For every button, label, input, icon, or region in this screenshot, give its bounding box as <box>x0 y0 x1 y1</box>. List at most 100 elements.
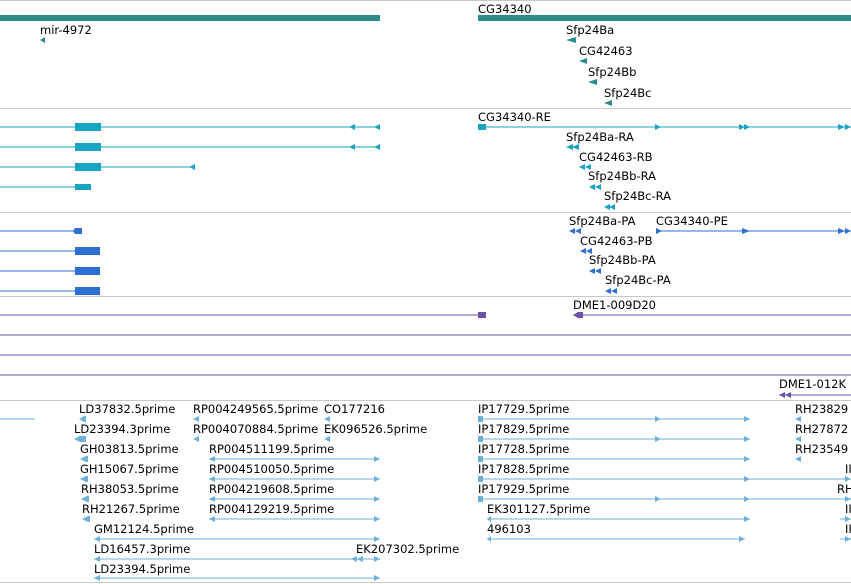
transcript-feature[interactable] <box>478 124 851 130</box>
protein-label[interactable]: CG34340-PE <box>656 214 728 228</box>
est-feature[interactable] <box>81 496 89 502</box>
protein-feature[interactable] <box>0 267 100 275</box>
protein-label[interactable]: Sfp24Bb-PA <box>589 253 656 267</box>
gene-label[interactable]: CG42463 <box>579 44 633 58</box>
est-label[interactable]: 496103 <box>487 522 531 536</box>
est-feature[interactable] <box>79 416 86 422</box>
est-label[interactable]: GM12124.5prime <box>94 522 194 536</box>
gene-feature-arrow[interactable] <box>566 37 576 43</box>
est-label[interactable]: LD23394.3prime <box>74 422 171 436</box>
est-label[interactable]: CO177216 <box>324 402 385 416</box>
est-feature[interactable] <box>209 516 380 522</box>
gene-label[interactable]: mir-4972 <box>40 23 92 37</box>
protein-feature[interactable] <box>656 228 851 234</box>
transcript-label[interactable]: CG42463-RB <box>579 150 653 164</box>
est-feature[interactable] <box>478 416 750 422</box>
transcript-feature[interactable] <box>589 184 601 190</box>
est-label[interactable]: RH27872 <box>795 422 849 436</box>
est-label[interactable]: II <box>845 502 851 516</box>
protein-feature[interactable] <box>605 288 617 294</box>
est-feature[interactable] <box>209 476 380 482</box>
gene-label[interactable]: Sfp24Bb <box>588 65 637 79</box>
est-label[interactable]: EK096526.5prime <box>324 422 428 436</box>
est-feature[interactable] <box>487 536 745 542</box>
est-label[interactable]: GH03813.5prime <box>80 442 179 456</box>
est-feature[interactable] <box>840 536 851 542</box>
est-label[interactable]: RH38053.5prime <box>81 482 179 496</box>
est-label[interactable]: LD16457.3prime <box>94 542 191 556</box>
est-feature[interactable] <box>795 436 801 442</box>
est-label[interactable]: EK301127.5prime <box>487 502 591 516</box>
protein-label[interactable]: Sfp24Ba-PA <box>569 214 636 228</box>
est-label[interactable]: II <box>845 522 851 536</box>
transcript-label[interactable]: Sfp24Ba-RA <box>566 130 634 144</box>
est-label[interactable]: EK207302.5prime <box>356 542 460 556</box>
est-label[interactable]: GH15067.5prime <box>80 462 179 476</box>
est-label[interactable]: RH23829 <box>795 402 849 416</box>
est-label[interactable]: IP17828.5prime <box>478 462 570 476</box>
gene-feature-bar[interactable] <box>0 15 380 21</box>
protein-feature[interactable] <box>580 248 592 254</box>
gene-label[interactable]: Sfp24Ba <box>566 23 615 37</box>
transcript-feature[interactable] <box>0 143 380 151</box>
est-label[interactable]: IP17729.5prime <box>478 402 570 416</box>
est-label[interactable]: LD37832.5prime <box>79 402 176 416</box>
protein-feature[interactable] <box>0 287 100 295</box>
est-feature[interactable] <box>795 416 801 422</box>
est-label[interactable]: IP17728.5prime <box>478 442 570 456</box>
clone-label[interactable]: DME1-012K <box>779 377 847 391</box>
gene-feature-arrow[interactable] <box>604 100 612 106</box>
est-feature[interactable] <box>80 456 88 462</box>
est-feature[interactable] <box>324 436 330 442</box>
gene-feature-arrow[interactable] <box>579 58 587 64</box>
gene-feature-arrow[interactable] <box>588 79 597 85</box>
est-feature[interactable] <box>840 516 851 522</box>
protein-feature[interactable] <box>589 268 601 274</box>
est-label[interactable]: IP17829.5prime <box>478 422 570 436</box>
est-feature[interactable] <box>193 436 199 442</box>
est-label[interactable]: RP004510050.5prime <box>209 462 335 476</box>
est-feature[interactable] <box>80 476 88 482</box>
protein-feature[interactable] <box>569 228 581 234</box>
est-feature[interactable] <box>209 496 380 502</box>
est-label[interactable]: IP17929.5prime <box>478 482 570 496</box>
est-feature[interactable] <box>94 575 380 581</box>
gene-feature-arrow[interactable] <box>40 37 45 43</box>
transcript-label[interactable]: CG34340-RE <box>478 110 551 124</box>
protein-feature[interactable] <box>0 228 82 234</box>
est-feature[interactable] <box>74 436 86 442</box>
est-feature[interactable] <box>478 436 750 442</box>
transcript-label[interactable]: Sfp24Bb-RA <box>588 169 657 183</box>
est-label[interactable]: RP004219608.5prime <box>209 482 335 496</box>
transcript-feature[interactable] <box>0 163 195 171</box>
est-feature[interactable] <box>82 516 90 522</box>
clone-label[interactable]: DME1-009D20 <box>573 298 656 312</box>
est-label[interactable]: RH23549 <box>795 442 849 456</box>
transcript-feature[interactable] <box>0 123 380 131</box>
transcript-feature[interactable] <box>604 204 615 210</box>
est-feature[interactable] <box>209 456 380 462</box>
est-label[interactable]: RH <box>837 482 851 496</box>
transcript-feature[interactable] <box>566 144 579 150</box>
est-label[interactable]: RP004129219.5prime <box>209 502 335 516</box>
est-feature[interactable] <box>478 456 750 462</box>
est-feature[interactable] <box>487 516 750 522</box>
protein-feature[interactable] <box>0 247 100 255</box>
est-feature[interactable] <box>478 476 851 482</box>
gene-label[interactable]: CG34340 <box>478 2 532 16</box>
clone-feature[interactable] <box>573 312 851 318</box>
est-feature[interactable] <box>193 416 199 422</box>
est-label[interactable]: LD23394.5prime <box>94 562 191 576</box>
est-feature[interactable] <box>94 536 380 542</box>
est-label[interactable]: RP004249565.5prime <box>193 402 319 416</box>
gene-feature-bar[interactable] <box>478 15 851 21</box>
est-label[interactable]: II <box>845 462 851 476</box>
est-feature[interactable] <box>94 556 380 562</box>
gene-label[interactable]: Sfp24Bc <box>604 86 652 100</box>
est-label[interactable]: RH21267.5prime <box>82 502 180 516</box>
est-feature[interactable] <box>351 556 363 562</box>
est-feature[interactable] <box>478 496 851 502</box>
transcript-feature[interactable] <box>0 184 91 190</box>
est-feature[interactable] <box>324 416 330 422</box>
protein-label[interactable]: Sfp24Bc-PA <box>605 273 671 287</box>
